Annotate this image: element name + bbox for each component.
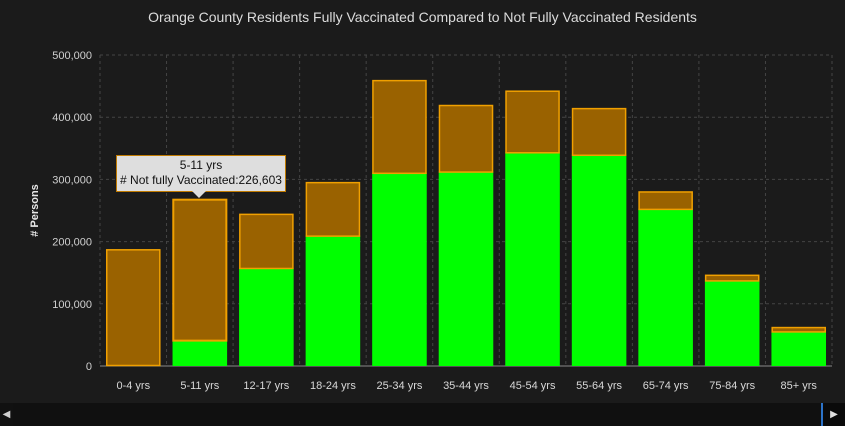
bar-not-vaccinated: [305, 181, 361, 237]
bar-vaccinated: [372, 172, 427, 366]
bar-not-vaccinated: [638, 191, 693, 211]
x-tick-label: 45-54 yrs: [510, 380, 556, 392]
bar-not-vaccinated: [172, 198, 228, 342]
y-axis-title: # Persons: [29, 184, 41, 237]
y-tick-label: 100,000: [52, 299, 92, 311]
bar-vaccinated: [571, 154, 627, 366]
scroll-left-icon[interactable]: ◀: [0, 403, 13, 426]
x-tick-label: 0-4 yrs: [116, 380, 150, 392]
bar-vaccinated: [704, 280, 760, 366]
bar-not-vaccinated: [372, 79, 427, 175]
x-tick-label: 65-74 yrs: [643, 380, 689, 392]
bar-chart: 0 100,000 200,000 300,000 400,000 500,000 0-4 …: [29, 50, 833, 392]
y-tick-label: 400,000: [52, 112, 92, 124]
bar-not-vaccinated: [571, 107, 627, 157]
chart-title: Orange County Residents Fully Vaccinated…: [148, 9, 697, 25]
y-tick-label: 500,000: [52, 50, 92, 62]
y-tick-label: 200,000: [52, 237, 92, 249]
bar-not-vaccinated: [438, 104, 494, 173]
x-tick-label: 75-84 yrs: [709, 380, 755, 392]
x-tick-label: 5-11 yrs: [180, 380, 219, 392]
scroll-right-icon[interactable]: ▶: [821, 403, 845, 426]
horizontal-scrollbar[interactable]: ◀ ▶: [0, 403, 845, 426]
x-tick-label: 85+ yrs: [781, 380, 818, 392]
y-tick-label: 0: [86, 361, 92, 373]
x-tick-label: 55-64 yrs: [576, 380, 622, 392]
x-tick-label: 35-44 yrs: [443, 380, 489, 392]
bar-vaccinated: [505, 152, 560, 366]
bar-vaccinated: [172, 339, 228, 366]
bar-vaccinated: [438, 171, 494, 366]
bar-not-vaccinated: [771, 326, 827, 333]
tooltip-pointer: [192, 191, 206, 198]
x-tick-label: 25-34 yrs: [377, 380, 423, 392]
tooltip-value: # Not fully Vaccinated:226,603: [120, 173, 282, 187]
y-tick-label: 300,000: [52, 174, 92, 186]
bar-vaccinated: [239, 267, 294, 366]
bar-not-vaccinated: [105, 249, 161, 367]
bar-not-vaccinated: [505, 90, 560, 154]
tooltip-category: 5-11 yrs: [179, 158, 223, 172]
bar-not-vaccinated: [239, 213, 294, 270]
bar-not-vaccinated: [704, 274, 760, 282]
x-tick-label: 12-17 yrs: [243, 380, 289, 392]
bar-vaccinated: [305, 235, 361, 366]
chart-tooltip: 5-11 yrs # Not fully Vaccinated:226,603: [116, 155, 286, 192]
bar-vaccinated: [771, 331, 827, 366]
x-tick-label: 18-24 yrs: [310, 380, 356, 392]
bar-vaccinated: [638, 208, 693, 366]
